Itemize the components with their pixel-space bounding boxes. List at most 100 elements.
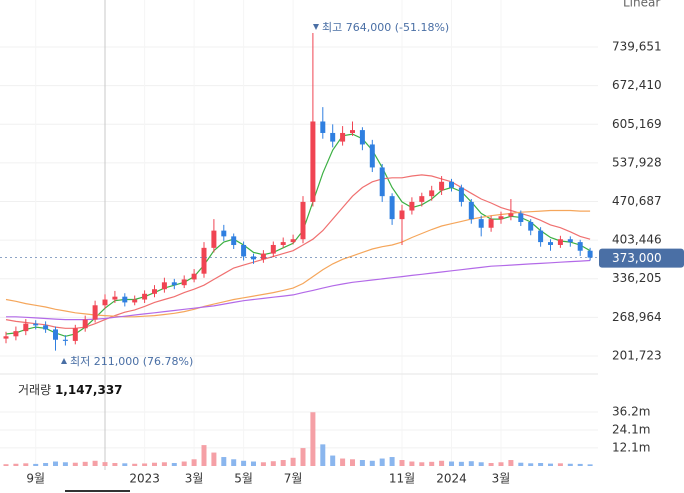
volume-bar [498,462,504,466]
y-tick-label: 739,651 [612,40,662,54]
volume-bar [23,463,29,466]
candle-body [201,247,207,274]
volume-bar [548,463,553,466]
volume-bar [310,412,316,466]
y-tick-label: 268,964 [612,310,662,324]
candle-body [508,213,514,217]
volume-bar [112,463,118,466]
x-tick-label: 2024 [436,472,467,486]
high-marker [313,24,319,30]
y-tick-label: 605,169 [612,117,662,131]
volume-bar [152,462,157,466]
volume-bar [132,463,138,466]
volume-bar [72,462,78,466]
moving-average [5,133,591,337]
candle-body [577,242,583,251]
candle-body [488,219,494,228]
y-tick-label: 201,723 [612,348,662,362]
candle-body [23,323,29,332]
volume-bar [439,460,445,466]
last-price-label: 373,000 [612,251,662,265]
candle-body [528,221,534,231]
volume-tick-label: 24.1m [612,423,650,437]
volume-bar [122,463,128,466]
candle-body [538,230,544,243]
volume-bar [478,462,484,466]
x-tick-label: 5월 [234,472,253,486]
y-tick-label: 403,446 [612,233,662,247]
candle-body [290,239,296,243]
candle-body [439,181,445,191]
y-tick-label: 672,410 [612,78,662,92]
candle-body [557,239,563,245]
low-annotation: 최저 211,000 (76.78%) [70,355,193,368]
candle-body [72,328,78,341]
candle-body [43,325,49,330]
candle-body [498,216,504,220]
candle-body [102,299,108,306]
scale-mode[interactable]: Linear [623,0,660,10]
candle-body [13,331,19,337]
candle-body [429,190,435,197]
candle-body [399,210,405,220]
volume-bar [320,444,326,466]
candle-body [53,329,58,340]
candle-body [340,132,346,142]
candle-body [389,196,395,220]
candle-body [152,289,157,294]
volume-bar [458,461,464,466]
candle-body [33,323,39,326]
moving-average [5,209,591,318]
x-tick-label: 7월 [284,472,303,486]
volume-tick-label: 36.2m [612,404,650,418]
volume-bar [538,463,544,466]
volume-bar [161,462,167,466]
volume-bar [181,461,187,466]
volume-bar [557,463,563,466]
candle-body [260,253,266,260]
volume-bar [369,460,375,466]
candle-body [112,296,118,300]
y-tick-label: 470,687 [612,194,662,208]
y-tick-label: 537,928 [612,155,662,169]
candle-body [478,219,484,228]
volume-bar [3,464,9,466]
volume-bar [102,462,108,466]
volume-bar [449,461,454,466]
volume-bar [290,457,296,466]
volume-bar [33,463,39,466]
volume-bar [419,462,425,466]
candle-body [211,230,217,248]
volume-tick-label: 12.1m [612,440,650,454]
volume-bar [399,460,405,466]
candle-body [419,196,425,202]
volume-bar [191,459,197,466]
candle-body [142,293,148,300]
x-tick-label: 2023 [129,472,160,486]
volume-bar [518,462,524,466]
volume-bar [567,463,573,466]
volume-bar [221,457,227,466]
volume-bar [43,463,49,466]
candle-body [122,296,128,303]
candle-body [468,201,474,220]
candle-body [221,230,227,237]
volume-bar [330,455,336,466]
candle-body [3,336,9,339]
volume-bar [231,459,237,466]
grid [0,46,598,449]
candle-body [82,319,88,329]
plot [0,33,598,466]
candle-body [458,187,464,202]
candle-body [92,305,98,320]
x-tick-label: 3월 [492,472,511,486]
x-tick-label: 3월 [185,472,204,486]
high-annotation: 최고 764,000 (-51.18%) [322,21,449,34]
y-tick-label: 336,205 [612,271,662,285]
volume-bar [241,460,247,466]
candle-body [280,242,286,245]
volume-bar [359,460,365,466]
volume-bar [468,461,474,466]
candle-body [350,130,355,133]
candle-body [231,236,237,245]
